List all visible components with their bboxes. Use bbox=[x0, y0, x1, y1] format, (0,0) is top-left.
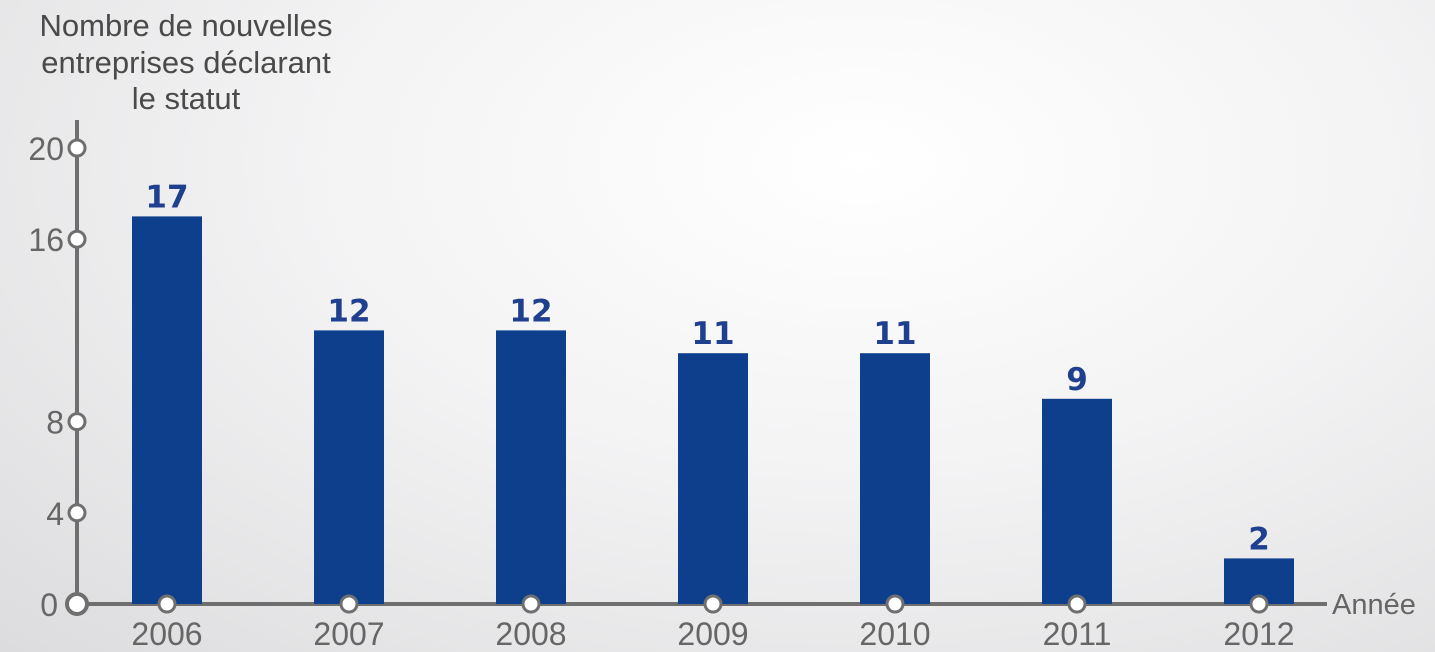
y-tick-marker-16 bbox=[67, 229, 87, 249]
x-ticks-layer: 2006 2007 2008 2009 2010 2011 2012 bbox=[131, 594, 1295, 652]
x-axis-title: Année bbox=[1332, 589, 1416, 621]
y-tick-label-20: 20 bbox=[28, 131, 64, 167]
data-label-2006: 17 bbox=[145, 179, 188, 215]
x-tick-label-2010: 2010 bbox=[859, 616, 930, 652]
x-tick-label-2008: 2008 bbox=[495, 616, 566, 652]
bar-2008 bbox=[496, 330, 566, 604]
data-label-2011: 9 bbox=[1066, 362, 1088, 398]
bar-2009 bbox=[678, 353, 748, 604]
x-tick-marker-2012 bbox=[1249, 594, 1269, 614]
bars-layer: 17 12 12 11 11 9 2 bbox=[132, 179, 1294, 604]
x-tick-label-2012: 2012 bbox=[1223, 616, 1294, 652]
bar-2006 bbox=[132, 216, 202, 604]
y-tick-label-4: 4 bbox=[46, 496, 64, 532]
y-tick-marker-4 bbox=[67, 503, 87, 523]
x-tick-marker-2010 bbox=[885, 594, 905, 614]
bar-2011 bbox=[1042, 398, 1112, 604]
y-tick-label-0: 0 bbox=[40, 587, 58, 623]
y-tick-marker-8 bbox=[67, 412, 87, 432]
y-axis-title-line-3: le statut bbox=[132, 81, 241, 116]
data-label-2009: 11 bbox=[691, 316, 734, 352]
data-label-2007: 12 bbox=[327, 293, 370, 329]
x-tick-label-2006: 2006 bbox=[131, 616, 202, 652]
data-label-2008: 12 bbox=[509, 293, 552, 329]
x-tick-marker-2007 bbox=[339, 594, 359, 614]
x-tick-label-2011: 2011 bbox=[1043, 616, 1112, 652]
x-tick-marker-2006 bbox=[157, 594, 177, 614]
x-tick-label-2007: 2007 bbox=[313, 616, 384, 652]
x-tick-label-2009: 2009 bbox=[677, 616, 748, 652]
y-ticks-layer: 0 4 8 16 20 bbox=[28, 131, 87, 623]
y-tick-label-16: 16 bbox=[28, 222, 64, 258]
y-tick-label-8: 8 bbox=[46, 405, 64, 441]
y-axis-title-line-2: entreprises déclarant bbox=[41, 45, 331, 80]
data-label-2010: 11 bbox=[873, 316, 916, 352]
origin-marker bbox=[65, 592, 89, 616]
y-axis-title-line-1: Nombre de nouvelles bbox=[40, 8, 333, 43]
bar-2010 bbox=[860, 353, 930, 604]
y-tick-marker-20 bbox=[67, 138, 87, 158]
data-label-2012: 2 bbox=[1248, 521, 1270, 557]
x-tick-marker-2008 bbox=[521, 594, 541, 614]
x-tick-marker-2009 bbox=[703, 594, 723, 614]
x-tick-marker-2011 bbox=[1067, 594, 1087, 614]
bar-2007 bbox=[314, 330, 384, 604]
